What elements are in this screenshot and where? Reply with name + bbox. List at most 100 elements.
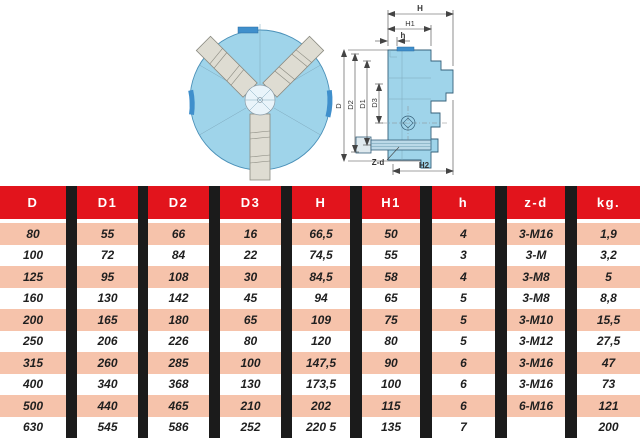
table-cell: 108 xyxy=(148,266,209,288)
chuck-front-view-drawing xyxy=(188,24,333,181)
table-cell: 160 xyxy=(0,287,66,309)
dim-label-D3: D3 xyxy=(370,98,379,108)
column-header: H1 xyxy=(362,186,420,219)
table-cell: 586 xyxy=(148,416,209,438)
mount-slot-right xyxy=(325,89,333,118)
table-cell: 206 xyxy=(77,330,138,352)
table-cell: 30 xyxy=(220,266,281,288)
table-cell: 202 xyxy=(292,395,350,417)
dim-label-h: h xyxy=(401,31,406,40)
table-cell: 3-M12 xyxy=(507,330,565,352)
table-column-zd: z-d 3-M16 3-M 3-M8 3-M8 3-M10 3-M12 3-M16 3-M16 6… xyxy=(507,186,565,438)
table-cell: 80 xyxy=(0,223,66,245)
table-cell: 120 xyxy=(292,330,350,352)
table-cell: 115 xyxy=(362,395,420,417)
table-cell: 47 xyxy=(577,352,640,374)
table-cell: 147,5 xyxy=(292,352,350,374)
table-cell: 3-M8 xyxy=(507,266,565,288)
table-cell: 66,5 xyxy=(292,223,350,245)
table-cell: 16 xyxy=(220,223,281,245)
header-gap xyxy=(77,219,138,223)
table-cell: 226 xyxy=(148,330,209,352)
table-cell: 3 xyxy=(432,244,495,266)
table-cell: 121 xyxy=(577,395,640,417)
table-cell: 80 xyxy=(220,330,281,352)
table-cell: 400 xyxy=(0,373,66,395)
dim-label-D2: D2 xyxy=(346,100,355,110)
table-cell: 15,5 xyxy=(577,309,640,331)
table-cell: 72 xyxy=(77,244,138,266)
table-cell: 8,8 xyxy=(577,287,640,309)
table-cell: 260 xyxy=(77,352,138,374)
table-cell: 74,5 xyxy=(292,244,350,266)
table-cell: 135 xyxy=(362,416,420,438)
table-cell: 6-M16 xyxy=(507,395,565,417)
table-cell: 45 xyxy=(220,287,281,309)
table-cell: 100 xyxy=(0,244,66,266)
dimension-lines: H H1 h D D2 xyxy=(334,4,454,175)
table-cell: 125 xyxy=(0,266,66,288)
table-column-d: D 80 100 125 160 200 250 315 400 500 630 xyxy=(0,186,66,438)
dim-label-D: D xyxy=(334,103,343,109)
table-cell: 142 xyxy=(148,287,209,309)
table-cell: 3-M16 xyxy=(507,373,565,395)
jaw-top-section xyxy=(396,46,415,52)
column-header: H xyxy=(292,186,350,219)
table-cell: 3-M16 xyxy=(507,352,565,374)
mount-key-top xyxy=(237,26,259,34)
table-cell: 630 xyxy=(0,416,66,438)
table-cell: 66 xyxy=(148,223,209,245)
table-cell: 75 xyxy=(362,309,420,331)
table-cell: 7 xyxy=(432,416,495,438)
table-cell: 5 xyxy=(577,266,640,288)
column-header: h xyxy=(432,186,495,219)
table-cell: 210 xyxy=(220,395,281,417)
table-cell: 65 xyxy=(220,309,281,331)
dim-label-H2: H2 xyxy=(419,161,430,170)
table-cell: 4 xyxy=(432,266,495,288)
table-cell: 50 xyxy=(362,223,420,245)
table-cell: 368 xyxy=(148,373,209,395)
table-column-d3: D3 16 22 30 45 65 80 100 130 210 252 xyxy=(220,186,281,438)
table-cell xyxy=(507,416,565,438)
column-header: z-d xyxy=(507,186,565,219)
column-header: D1 xyxy=(77,186,138,219)
column-header: D2 xyxy=(148,186,209,219)
mount-slot-left xyxy=(188,89,195,115)
table-column-h: H 66,5 74,5 84,5 94 109 120 147,5 173,5 202 220 5 xyxy=(292,186,350,438)
table-cell: 252 xyxy=(220,416,281,438)
table-cell: 3-M16 xyxy=(507,223,565,245)
column-header: D xyxy=(0,186,66,219)
table-cell: 130 xyxy=(77,287,138,309)
header-gap xyxy=(577,219,640,223)
spec-table: D 80 100 125 160 200 250 315 400 500 630 D1 55 72 95 13… xyxy=(0,186,640,438)
chuck-section-drawing: H H1 h D D2 xyxy=(334,4,454,175)
dim-label-D1: D1 xyxy=(358,99,367,109)
table-cell: 94 xyxy=(292,287,350,309)
table-cell: 55 xyxy=(77,223,138,245)
table-cell: 465 xyxy=(148,395,209,417)
table-cell: 109 xyxy=(292,309,350,331)
table-cell: 5 xyxy=(432,330,495,352)
table-cell: 180 xyxy=(148,309,209,331)
table-cell: 220 5 xyxy=(292,416,350,438)
table-cell: 130 xyxy=(220,373,281,395)
table-cell: 73 xyxy=(577,373,640,395)
table-cell: 22 xyxy=(220,244,281,266)
table-cell: 285 xyxy=(148,352,209,374)
column-header: D3 xyxy=(220,186,281,219)
header-gap xyxy=(362,219,420,223)
table-cell: 165 xyxy=(77,309,138,331)
jaw-bottom xyxy=(249,113,271,181)
chuck-drawings: H H1 h D D2 xyxy=(188,4,454,181)
header-gap xyxy=(220,219,281,223)
header-gap xyxy=(432,219,495,223)
table-cell: 1,9 xyxy=(577,223,640,245)
table-cell: 55 xyxy=(362,244,420,266)
table-cell: 5 xyxy=(432,287,495,309)
table-cell: 3,2 xyxy=(577,244,640,266)
dim-label-H: H xyxy=(417,4,423,13)
table-cell: 27,5 xyxy=(577,330,640,352)
table-cell: 90 xyxy=(362,352,420,374)
